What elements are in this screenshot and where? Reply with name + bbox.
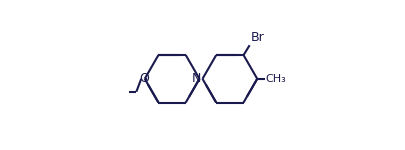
Text: N: N: [192, 72, 201, 85]
Text: Br: Br: [250, 31, 264, 44]
Text: O: O: [139, 72, 149, 85]
Text: CH₃: CH₃: [266, 74, 286, 84]
